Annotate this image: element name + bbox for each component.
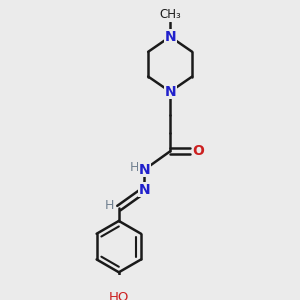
Text: N: N	[139, 163, 150, 177]
Text: HO: HO	[109, 290, 129, 300]
Text: H: H	[105, 199, 114, 212]
Text: H: H	[130, 161, 139, 174]
Text: CH₃: CH₃	[159, 8, 181, 21]
Text: O: O	[193, 144, 205, 158]
Text: N: N	[139, 183, 150, 197]
Text: N: N	[164, 85, 176, 99]
Text: N: N	[164, 30, 176, 44]
